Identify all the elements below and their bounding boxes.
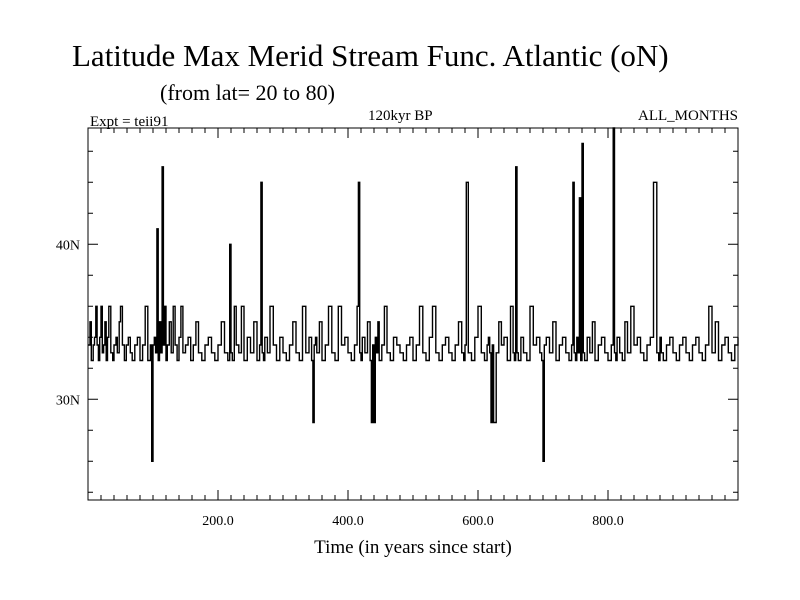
y-tick-label: 40N	[56, 238, 80, 253]
x-tick-label: 800.0	[592, 514, 624, 529]
axis-ticks	[88, 128, 738, 500]
period-label: 120kyr BP	[368, 108, 433, 124]
months-label: ALL_MONTHS	[638, 108, 738, 124]
axis-tick-labels: 200.0 400.0 600.0 800.0 30N 40N	[56, 238, 624, 529]
y-tick-label: 30N	[56, 393, 80, 408]
chart-subtitle: (from lat= 20 to 80)	[160, 80, 335, 105]
x-tick-label: 200.0	[202, 514, 234, 529]
x-tick-label: 600.0	[462, 514, 494, 529]
x-tick-label: 400.0	[332, 514, 364, 529]
chart-title: Latitude Max Merid Stream Func. Atlantic…	[72, 38, 669, 73]
series-line	[88, 127, 739, 462]
plot-frame	[87, 127, 739, 501]
experiment-label: Expt = teii91	[90, 114, 168, 130]
x-axis-label: Time (in years since start)	[314, 537, 512, 558]
